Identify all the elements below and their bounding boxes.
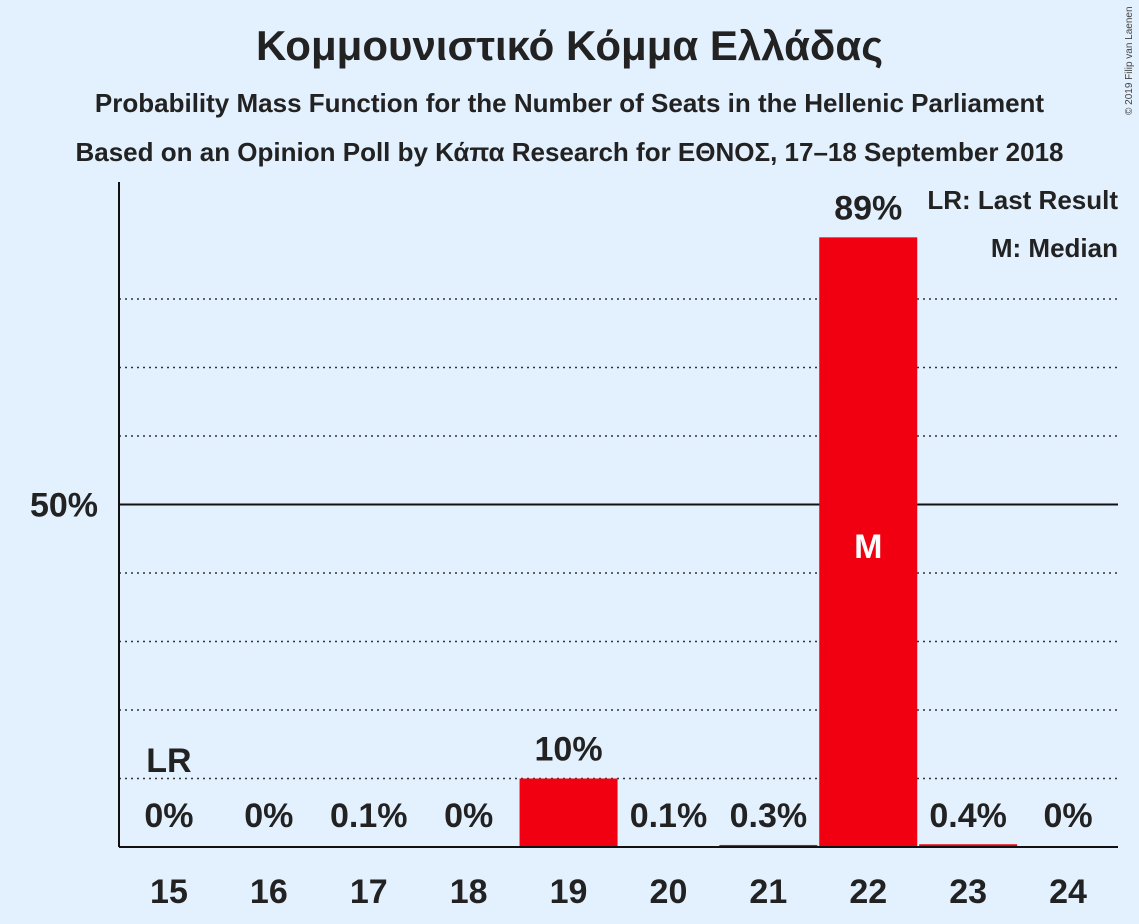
value-label: 0% <box>444 797 493 835</box>
x-tick-label: 15 <box>150 873 188 911</box>
axes <box>118 182 1118 848</box>
bar <box>519 778 618 847</box>
gridlines: 50% <box>30 298 1118 780</box>
legend-median: M: Median <box>991 233 1118 263</box>
last-result-marker: LR <box>146 742 191 780</box>
x-tick-label: 24 <box>1049 873 1087 911</box>
value-label: 0% <box>144 797 193 835</box>
x-tick-label: 22 <box>849 873 887 911</box>
x-tick-label: 20 <box>650 873 688 911</box>
bars <box>319 237 1018 848</box>
bar <box>819 237 918 848</box>
chart-title: Κομμουνιστικό Κόμμα Ελλάδας <box>255 22 884 69</box>
x-tick-label: 19 <box>550 873 588 911</box>
y-tick-label: 50% <box>30 487 98 525</box>
x-tick-label: 17 <box>350 873 388 911</box>
value-label: 0% <box>1043 797 1092 835</box>
x-tick-label: 21 <box>749 873 787 911</box>
chart-source: Based on an Opinion Poll by Κάπα Researc… <box>75 137 1064 167</box>
chart-subtitle: Probability Mass Function for the Number… <box>94 88 1045 118</box>
bar <box>719 844 818 847</box>
value-label: 0.4% <box>929 797 1007 835</box>
x-tick-label: 18 <box>450 873 488 911</box>
value-label: 0% <box>244 797 293 835</box>
value-label: 10% <box>535 731 603 769</box>
value-label: 0.3% <box>730 797 808 835</box>
value-label: 89% <box>834 189 902 227</box>
x-tick-label: 23 <box>949 873 987 911</box>
value-labels: 0% 15 LR 0% 16 0.1% 17 0% 18 10% 19 0.1% 20 0.3% 21 89%… <box>144 189 1092 911</box>
legend-last-result: LR: Last Result <box>927 185 1118 215</box>
bar <box>919 844 1018 847</box>
value-label: 0.1% <box>630 797 708 835</box>
x-tick-label: 16 <box>250 873 288 911</box>
value-label: 0.1% <box>330 797 408 835</box>
median-marker: M <box>854 528 882 566</box>
